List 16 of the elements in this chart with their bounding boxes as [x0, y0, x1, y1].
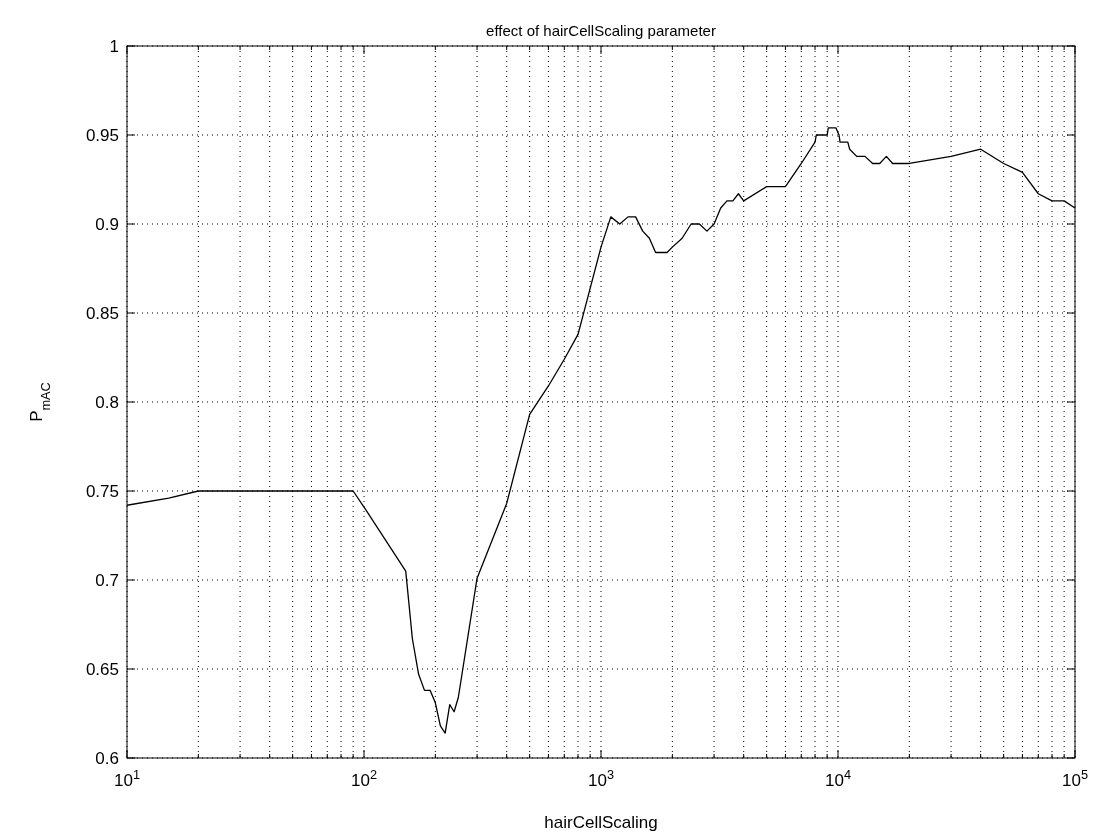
x-tick-label: 10$^{4}$	[824, 766, 852, 790]
y-tick-label: 0.8	[95, 393, 119, 412]
x-tick-label: 10$^{1}$	[113, 766, 141, 790]
y-tick-label: 0.9	[95, 215, 119, 234]
x-tick-label: 10$^{3}$	[587, 766, 615, 790]
y-tick-label: 0.65	[85, 660, 119, 679]
y-tick-label: 1	[109, 37, 119, 56]
x-axis-title: hairCellScaling	[544, 813, 658, 832]
chart-title: effect of hairCellScaling parameter	[486, 22, 716, 39]
y-tick-label: 0.6	[95, 749, 119, 768]
y-tick-label: 0.95	[85, 126, 119, 145]
y-tick-label: 0.85	[85, 304, 119, 323]
y-tick-label: 0.75	[85, 482, 119, 501]
x-tick-label: 10$^{2}$	[350, 766, 378, 790]
y-tick-label: 0.7	[95, 571, 119, 590]
x-tick-label: 10$^{5}$	[1061, 766, 1089, 790]
